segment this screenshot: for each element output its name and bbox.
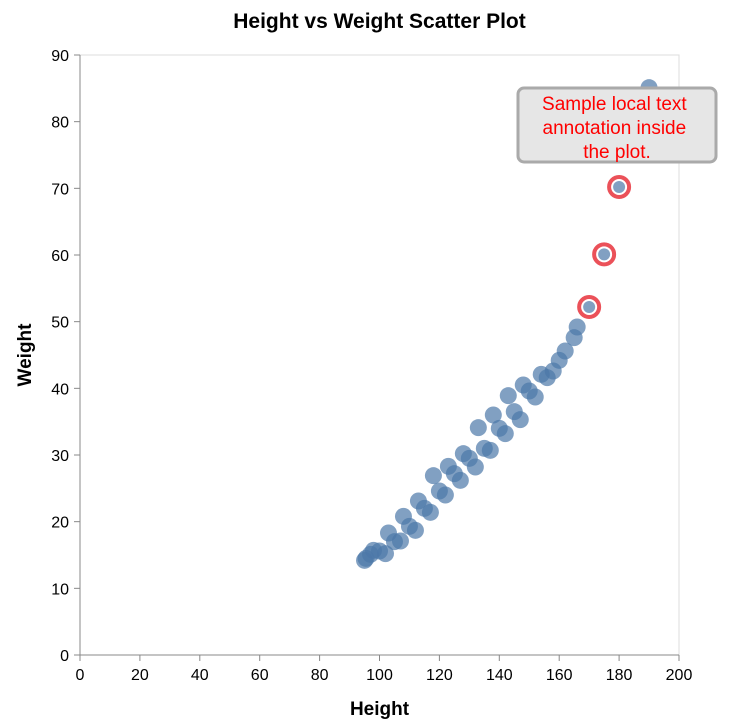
annotation-line: Sample local text (542, 94, 687, 115)
x-axis: 0 20 40 60 80 100 120 140 160 180 200 (76, 654, 693, 684)
chart-title: Height vs Weight Scatter Plot (233, 10, 526, 33)
y-tick-label: 50 (51, 315, 69, 332)
data-point (481, 441, 499, 459)
data-point (391, 532, 409, 550)
data-point (466, 458, 484, 476)
y-tick-label: 90 (51, 48, 69, 65)
y-tick-label: 30 (51, 448, 69, 465)
highlighted-point (598, 248, 611, 261)
y-axis: 0 10 20 30 40 50 60 70 80 90 (51, 48, 81, 665)
y-tick-label: 10 (51, 581, 69, 598)
data-point (406, 521, 424, 539)
data-point (376, 545, 394, 563)
x-tick-label: 140 (486, 667, 513, 684)
data-point (451, 471, 469, 489)
x-tick-label: 120 (426, 667, 453, 684)
y-tick-label: 60 (51, 248, 69, 265)
x-tick-label: 60 (251, 667, 269, 684)
data-point (421, 503, 439, 521)
data-point (436, 486, 454, 504)
y-tick-label: 0 (60, 648, 69, 665)
data-point (484, 406, 502, 424)
data-point (469, 419, 487, 437)
x-tick-label: 180 (606, 667, 633, 684)
data-point (556, 342, 574, 360)
data-point (526, 388, 544, 406)
y-tick-label: 40 (51, 381, 69, 398)
y-tick-label: 20 (51, 515, 69, 532)
highlighted-point (613, 181, 626, 193)
highlight-ring (607, 175, 632, 199)
annotation-box (516, 86, 718, 164)
data-point (511, 411, 529, 429)
x-tick-label: 200 (666, 667, 693, 684)
x-tick-label: 0 (76, 667, 85, 684)
data-point (499, 387, 517, 405)
data-point (496, 425, 514, 443)
y-axis-title: Weight (15, 323, 36, 387)
highlight-ring (577, 295, 602, 319)
x-axis-title: Height (350, 699, 410, 720)
y-tick-label: 70 (51, 181, 69, 198)
x-tick-label: 100 (366, 667, 393, 684)
annotation-line: annotation inside (543, 118, 687, 139)
annotation-line: the plot. (583, 142, 651, 163)
y-tick-label: 80 (51, 115, 69, 132)
x-tick-label: 160 (546, 667, 573, 684)
x-tick-label: 80 (311, 667, 329, 684)
x-tick-label: 20 (131, 667, 149, 684)
x-tick-label: 40 (191, 667, 209, 684)
highlight-ring (592, 242, 617, 267)
data-points (356, 79, 658, 569)
annotation-text: Sample local text annotation inside the … (542, 94, 692, 163)
highlighted-point (583, 301, 596, 313)
data-point (568, 318, 586, 336)
text-annotation: Sample local text annotation inside the … (516, 86, 718, 164)
data-point (424, 467, 442, 485)
